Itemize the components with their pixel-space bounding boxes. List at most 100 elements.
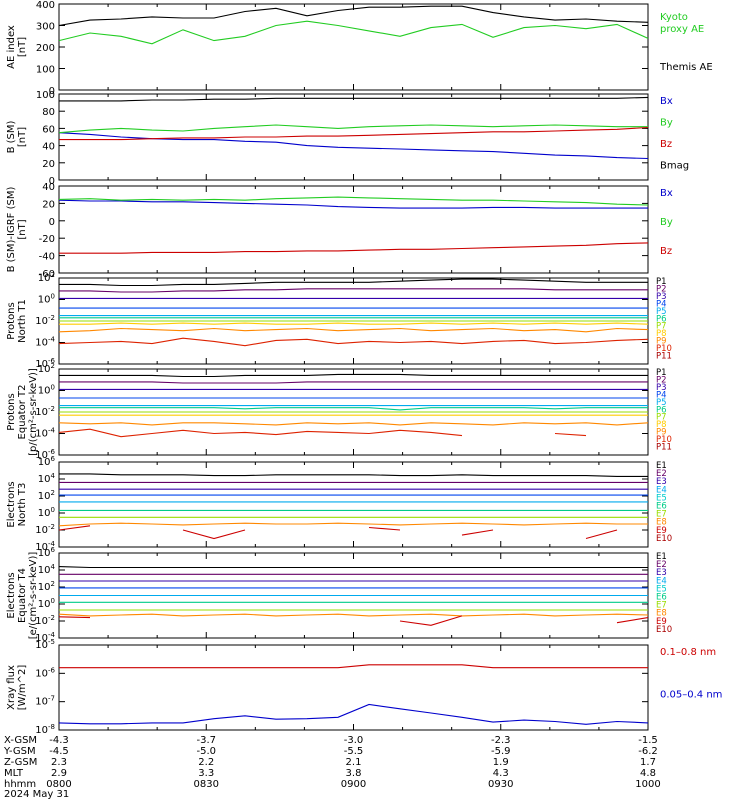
panel-frame-7 [58,644,649,731]
legend-entry: E10 [656,534,672,544]
legend-entry: E6 [656,502,667,512]
x-axis-value: 3.3 [198,768,214,779]
legend-entry: P5 [656,307,667,317]
y-tick-label: 100 [38,506,55,519]
legend-entry: P9 [656,428,667,438]
series-line-p1 [59,278,648,287]
series-line-p9 [58,327,649,333]
legend-entry: P9 [656,337,667,347]
y-tick-label: 10-4 [35,336,55,349]
y-tick-label: 300 [36,22,55,33]
y-tick-label: 106 [38,546,56,559]
panel-ylabel: [nT] [17,219,28,239]
x-axis-value: 0900 [341,779,366,790]
legend-entry: P7 [656,413,667,423]
legend-entry: 0.1–0.8 nm [660,647,716,658]
panel-ylabel: North T1 [17,299,28,343]
panel-ylabel: [e/(cm²-s-sr-keV)] [28,552,39,640]
y-tick-label: 40 [42,182,55,193]
panel-ylabel: North T3 [17,483,28,527]
y-tick-label: 104 [38,563,56,576]
panel-ylabel: B (SM) [6,120,17,153]
y-tick-label: 100 [38,597,55,610]
y-tick-label: -60 [39,269,55,280]
legend-entry: E1 [656,461,667,471]
legend-entry: E4 [656,485,667,495]
y-tick-label: 10-4 [35,631,55,644]
panel-ylabel: Protons [6,393,17,430]
legend-entry: P5 [656,398,667,408]
legend-entry: E3 [656,477,667,487]
y-tick-label: 80 [42,107,55,118]
legend-entry: E6 [656,593,667,603]
y-tick-label: 20 [42,159,55,170]
series-line-e9 [58,525,618,540]
legend-entry: E2 [656,560,667,570]
legend-entry: 0.05–0.4 nm [660,690,722,701]
legend-entry: P8 [656,329,667,339]
legend-entry: E4 [656,576,667,586]
legend-entry: By [660,118,673,129]
x-axis-value: 0830 [194,779,219,790]
legend-entry: P11 [656,443,672,453]
y-tick-label: 0 [49,176,55,187]
legend-entry: E1 [656,552,667,562]
legend-entry: Bz [660,139,672,150]
legend-entry: P11 [656,352,672,362]
legend-entry: P2 [656,375,667,385]
y-tick-label: 10-2 [35,614,55,627]
y-tick-label: 10-2 [35,523,55,536]
y-tick-label: 104 [38,472,56,485]
legend-entry: E2 [656,469,667,479]
series-line-p1 [59,373,648,378]
series-line-p8 [59,322,649,325]
x-axis-value: 3.8 [346,768,362,779]
y-tick-label: 60 [42,124,55,135]
y-tick-label: 40 [42,142,55,153]
series-line-e8 [58,613,649,617]
x-axis-value: 2.3 [51,757,67,768]
legend-entry: E8 [656,518,667,528]
series-line-bz [59,242,649,254]
y-tick-label: 200 [36,43,55,54]
y-tick-label: 0 [49,217,55,228]
legend-entry: E10 [656,625,672,635]
series-line-e1 [58,566,648,569]
x-axis-value: -4.5 [49,746,69,757]
series-line-e1 [59,473,648,477]
x-axis-row-label: X-GSM [4,735,37,746]
y-tick-label: -40 [39,252,55,263]
x-axis-value: 2.1 [346,757,362,768]
y-tick-label: 400 [36,0,55,11]
series-line-e9 [58,615,649,626]
date-label: 2024 May 31 [4,789,69,800]
y-tick-label: 102 [38,489,55,502]
series-line-bz [59,126,649,141]
legend-entry: Themis AE [659,62,713,73]
x-axis-value: -5.9 [491,746,511,757]
x-axis-value: 1.9 [493,757,509,768]
y-tick-label: 10-4 [35,427,55,440]
y-tick-label: 0 [49,86,55,97]
x-axis-value: -3.7 [196,735,216,746]
legend-entry: P6 [656,314,667,324]
legend-entry: P8 [656,420,667,430]
legend-entry: E7 [656,601,667,611]
panel-frame-1 [58,93,649,181]
panel-ylabel: [nT] [17,37,28,57]
y-tick-label: 10-6 [35,666,55,679]
legend-entry: P1 [656,277,667,287]
series-line-p10 [58,428,587,438]
x-axis-value: -4.3 [49,735,69,746]
x-axis-row-label: MLT [4,768,24,779]
x-axis-value: -5.5 [344,746,364,757]
x-axis-row-label: Y-GSM [3,746,36,757]
panel-ylabel: Electrons [6,572,17,618]
panel-ylabel: [nT] [17,127,28,147]
x-axis-value: 1.7 [640,757,656,768]
x-axis-value: 1000 [635,779,660,790]
y-tick-label: 10-8 [35,723,55,736]
panel-ylabel: Protons [6,302,17,339]
x-axis-row-label: Z-GSM [4,757,37,768]
legend-entry: P3 [656,292,667,302]
